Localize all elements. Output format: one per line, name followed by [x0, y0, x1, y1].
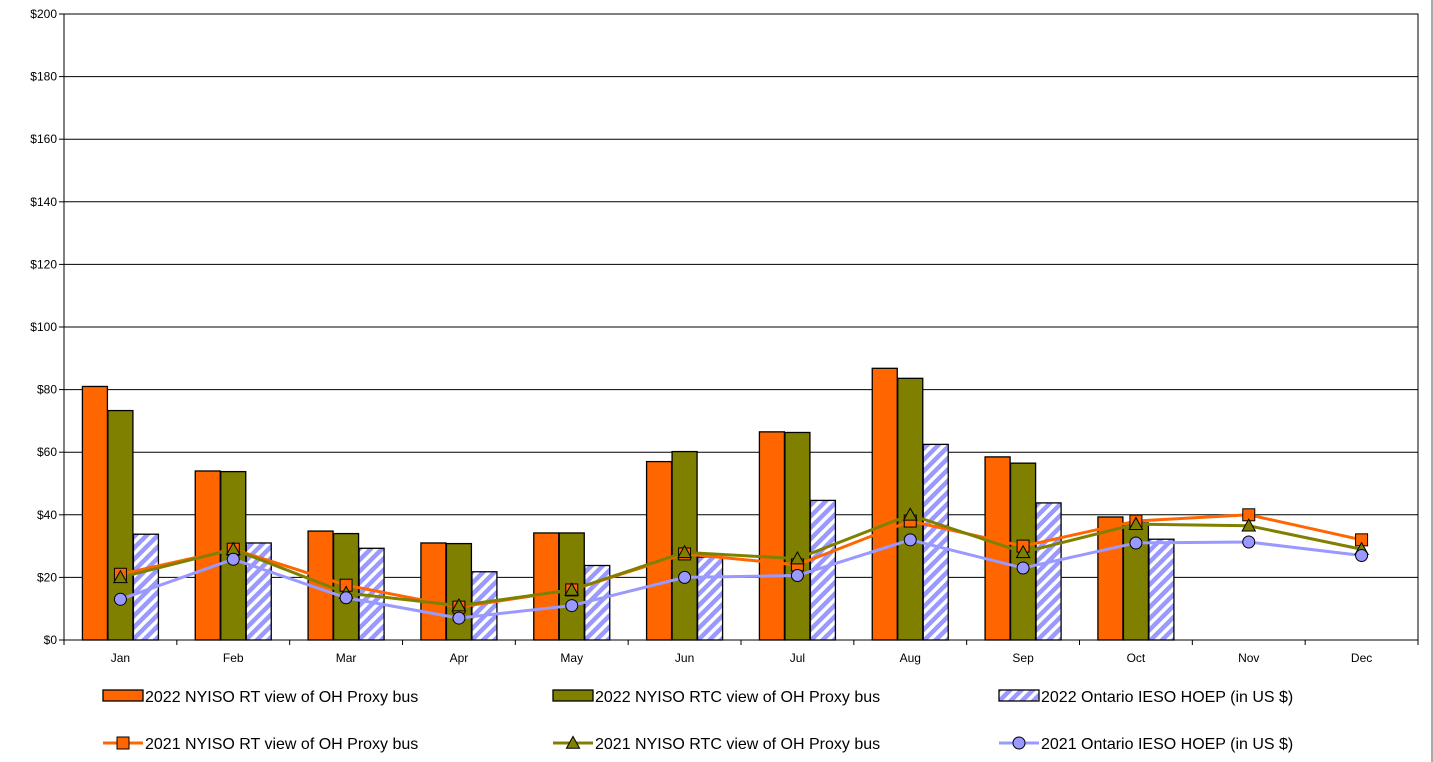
- x-tick-label: Jan: [111, 651, 130, 665]
- bar: [533, 532, 560, 641]
- marker-circle: [226, 552, 240, 566]
- marker-circle: [1016, 561, 1030, 575]
- marker-circle: [790, 569, 804, 583]
- marker-circle: [1355, 548, 1369, 562]
- legend-swatch: [998, 689, 1040, 702]
- series-line: [120, 513, 1362, 608]
- x-tick-label: Jun: [675, 651, 694, 665]
- marker-circle: [678, 570, 692, 584]
- bar: [984, 456, 1011, 641]
- plot-area-border: [63, 13, 1419, 641]
- marker-circle: [1012, 736, 1026, 750]
- y-axis-ticks: $0 $20 $40 $60 $80 $100 $120 $140 $160 $180 $200: [30, 7, 64, 647]
- y-tick-label: $140: [30, 195, 57, 209]
- x-tick-label: Feb: [223, 651, 244, 665]
- marker-circle: [565, 599, 579, 613]
- series-line: [119, 538, 1362, 620]
- bar: [445, 542, 473, 641]
- y-tick-label: $200: [30, 7, 57, 21]
- x-tick-label: Jul: [790, 651, 805, 665]
- marker-triangle: [902, 507, 918, 521]
- bar: [758, 431, 786, 641]
- marker-triangle: [1128, 516, 1144, 530]
- legend-label: 2022 NYISO RTC view of OH Proxy bus: [595, 689, 880, 706]
- legend-swatch: [102, 689, 144, 702]
- y-tick-label: $80: [37, 383, 57, 397]
- y-tick-label: $160: [30, 132, 57, 146]
- x-tick-label: Oct: [1127, 651, 1146, 665]
- lines: [112, 507, 1370, 625]
- marker-circle: [339, 591, 353, 605]
- y-tick-label: $0: [44, 633, 58, 647]
- marker-circle: [1242, 535, 1256, 549]
- legend-label: 2021 NYISO RT view of OH Proxy bus: [145, 736, 418, 753]
- marker-circle: [1129, 536, 1143, 550]
- bar: [1148, 538, 1175, 641]
- marker-triangle: [677, 544, 693, 559]
- bar: [922, 443, 949, 641]
- y-tick-label: $180: [30, 70, 57, 84]
- marker-square: [116, 736, 130, 750]
- marker-triangle: [789, 550, 805, 565]
- marker-triangle: [1241, 518, 1257, 532]
- x-tick-label: Nov: [1238, 651, 1259, 665]
- legend-label: 2022 NYISO RT view of OH Proxy bus: [145, 689, 418, 706]
- legend: 2022 NYISO RT view of OH Proxy bus 2022 N…: [102, 689, 1293, 753]
- x-tick-label: Mar: [336, 651, 357, 665]
- marker-triangle: [565, 735, 581, 749]
- marker-triangle: [112, 569, 128, 584]
- legend-label: 2022 Ontario IESO HOEP (in US $): [1041, 689, 1293, 706]
- marker-circle: [903, 533, 917, 547]
- bar: [1097, 516, 1124, 641]
- bar: [81, 385, 109, 641]
- y-tick-label: $20: [37, 570, 57, 584]
- y-tick-label: $40: [37, 508, 57, 522]
- x-tick-label: Apr: [450, 651, 469, 665]
- bar: [784, 431, 811, 641]
- legend-swatch: [552, 689, 594, 702]
- legend-label: 2021 Ontario IESO HOEP (in US $): [1041, 736, 1293, 753]
- bar: [645, 460, 673, 641]
- bar: [1035, 502, 1062, 641]
- marker-triangle: [564, 582, 580, 596]
- x-axis-ticks: Jan Feb Mar Apr May Jun Jul Aug Sep Oct Nov Dec: [63, 640, 1419, 665]
- marker-triangle: [1015, 544, 1031, 559]
- bar: [696, 556, 724, 641]
- y-tick-label: $120: [30, 257, 57, 271]
- x-tick-label: Sep: [1012, 651, 1034, 665]
- x-tick-label: Dec: [1351, 651, 1372, 665]
- marker-triangle: [451, 597, 467, 612]
- bar: [420, 542, 447, 641]
- x-tick-label: Aug: [900, 651, 921, 665]
- legend-label: 2021 NYISO RTC view of OH Proxy bus: [595, 736, 880, 753]
- y-tick-label: $100: [30, 320, 57, 334]
- bar: [871, 367, 898, 641]
- series-line: [120, 513, 1362, 609]
- x-tick-label: May: [560, 651, 583, 665]
- marker-circle: [113, 592, 127, 606]
- marker-circle: [452, 611, 466, 625]
- y-tick-label: $60: [37, 445, 57, 459]
